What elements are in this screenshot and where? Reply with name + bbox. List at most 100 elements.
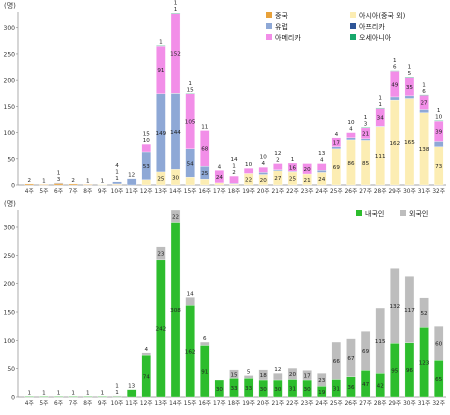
- data-label: 2: [28, 178, 32, 184]
- y-tick-label: 100: [4, 130, 16, 137]
- data-label: 152: [170, 52, 181, 58]
- data-label: 1: [422, 82, 426, 88]
- bar-segment: [53, 182, 64, 184]
- x-tick-label: 16주: [198, 400, 211, 407]
- x-tick-label: 27주: [359, 400, 372, 407]
- data-label: 1: [86, 178, 90, 184]
- y-tick-label: 300: [4, 225, 16, 232]
- x-tick-label: 32주: [432, 400, 445, 407]
- data-label: 35: [406, 85, 414, 91]
- x-tick-label: 8주: [83, 400, 93, 407]
- bar-segment: [243, 375, 254, 379]
- data-label: 10: [347, 120, 355, 126]
- data-label: 11: [201, 124, 209, 130]
- x-tick-label: 10주: [111, 400, 124, 407]
- legend-label: 아프리카: [359, 22, 385, 31]
- bar-segment: [258, 167, 268, 173]
- data-label: 65: [435, 377, 443, 383]
- data-label: 85: [362, 161, 370, 167]
- data-label: 162: [185, 349, 196, 355]
- x-tick-label: 13주: [155, 188, 168, 195]
- x-tick-label: 18주: [228, 400, 241, 407]
- x-tick-label: 25주: [330, 400, 343, 407]
- bar-segment: [156, 246, 166, 261]
- data-label: 17: [304, 373, 312, 379]
- x-tick-label: 27주: [359, 188, 372, 195]
- bar-segment: [229, 369, 239, 379]
- data-label: 15: [143, 132, 151, 138]
- data-label: 1: [42, 390, 46, 396]
- bar-segment: [170, 209, 181, 223]
- bar-segment: [214, 170, 225, 184]
- bar-segment: [24, 396, 34, 398]
- data-label: 1: [378, 95, 382, 101]
- bar-segment: [53, 396, 64, 398]
- data-label: 23: [318, 378, 326, 384]
- bar-segment: [141, 352, 151, 356]
- bar-segment: [112, 395, 122, 397]
- x-tick-label: 11주: [125, 188, 138, 195]
- data-label: 3: [364, 121, 368, 127]
- bar-segment: [390, 70, 400, 72]
- bar-segment: [258, 369, 268, 381]
- data-label: 1: [291, 157, 295, 163]
- bar-segment: [317, 373, 327, 387]
- x-tick-label: 30주: [403, 188, 416, 195]
- data-label: 3: [57, 177, 61, 183]
- bar-segment: [200, 341, 210, 346]
- data-label: 73: [435, 164, 443, 170]
- bar-segment: [273, 169, 283, 171]
- data-label: 1: [188, 81, 192, 87]
- data-label: 165: [404, 140, 415, 146]
- data-label: 6: [393, 65, 397, 71]
- y-tick-label: 50: [7, 366, 15, 373]
- bar-segment: [375, 107, 385, 109]
- data-label: 10: [260, 155, 268, 161]
- data-label: 34: [377, 116, 385, 122]
- data-label: 30: [274, 387, 282, 393]
- bar-segment: [185, 297, 195, 306]
- bar-segment: [185, 93, 195, 95]
- data-label: 1: [159, 40, 163, 46]
- data-label: 115: [375, 339, 386, 345]
- data-label: 1: [364, 115, 368, 121]
- data-label: 1: [393, 58, 397, 64]
- data-label: 19: [318, 390, 326, 396]
- data-label: 14: [230, 157, 238, 163]
- data-label: 53: [143, 164, 151, 170]
- legend-swatch: [350, 12, 356, 18]
- data-label: 39: [435, 130, 443, 136]
- data-label: 25: [289, 177, 297, 183]
- data-label: 69: [362, 349, 370, 355]
- data-label: 242: [156, 327, 167, 333]
- x-tick-label: 5주: [39, 188, 49, 195]
- bar-segment: [434, 120, 444, 122]
- legend-label: 유럽: [275, 22, 288, 31]
- x-tick-label: 29주: [388, 400, 401, 407]
- data-label: 36: [347, 385, 355, 391]
- legend-swatch: [400, 210, 406, 216]
- data-label: 308: [170, 308, 181, 314]
- data-label: 1: [174, 1, 178, 7]
- data-label: 25: [157, 177, 165, 183]
- data-label: 117: [404, 308, 415, 314]
- bar-segment: [346, 137, 356, 141]
- data-label: 1: [115, 383, 119, 389]
- data-label: 67: [347, 356, 355, 362]
- data-label: 24: [216, 175, 224, 181]
- data-label: 21: [304, 178, 312, 184]
- bar-segment: [39, 184, 49, 186]
- bar-segment: [331, 137, 342, 147]
- data-label: 69: [333, 165, 341, 171]
- x-tick-label: 30주: [403, 400, 416, 407]
- data-label: 91: [157, 68, 165, 74]
- x-tick-label: 15주: [184, 188, 197, 195]
- bar-segment: [360, 331, 371, 371]
- bar-segment: [331, 341, 342, 380]
- data-label: 1: [232, 164, 236, 170]
- x-tick-label: 28주: [374, 400, 387, 407]
- x-tick-label: 21주: [272, 188, 285, 195]
- bar-segment: [404, 95, 415, 99]
